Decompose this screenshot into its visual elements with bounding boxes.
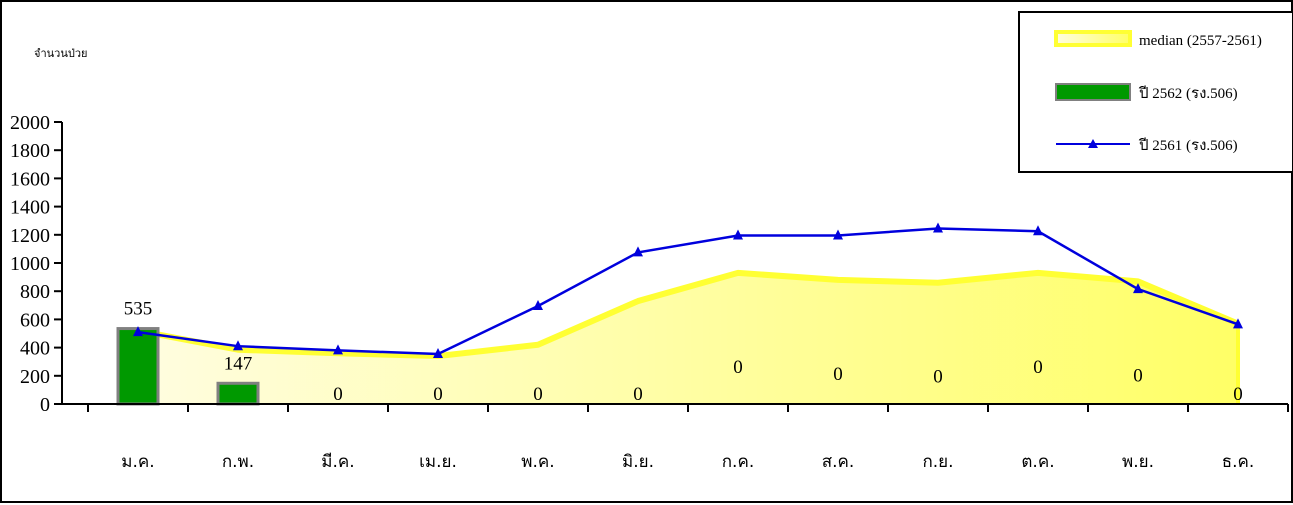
y-tick-label: 2000	[10, 112, 50, 134]
bar-2562-data-label: 0	[733, 357, 743, 378]
line-2561-marker	[433, 347, 443, 358]
x-tick-label: พ.ค.	[521, 452, 554, 472]
y-axis-title: จำนวนป่วย	[34, 47, 87, 60]
y-tick-label: 1000	[10, 253, 50, 275]
line-2561-marker	[233, 340, 243, 351]
line-2561-marker	[833, 229, 843, 240]
bar-2562-data-label: 0	[833, 364, 843, 385]
y-tick-label: 1600	[10, 168, 50, 190]
y-tick-label: 200	[20, 366, 50, 388]
x-tick-label: เม.ย.	[419, 452, 457, 472]
x-tick-label: มี.ค.	[321, 452, 354, 472]
y-tick-label: 800	[20, 281, 50, 303]
line-2561-marker	[1133, 283, 1143, 294]
x-tick-label: ส.ค.	[822, 452, 855, 472]
line-2561-marker	[933, 222, 943, 233]
legend-marker-2561	[1088, 139, 1098, 148]
y-tick-label: 600	[20, 309, 50, 331]
x-tick-label: ต.ค.	[1021, 452, 1054, 472]
legend-swatch-median	[1054, 30, 1132, 47]
y-tick-label: 0	[40, 394, 50, 416]
line-2561-marker	[133, 326, 143, 337]
x-tick-label: ก.ค.	[722, 452, 754, 472]
x-tick-label: มิ.ย.	[622, 452, 654, 472]
line-2561-marker	[333, 344, 343, 355]
bar-2562-data-label: 0	[633, 384, 643, 405]
data-label-layer: 535 147 0 0 0 0 0 0 0 0 0 0	[124, 299, 1243, 405]
legend-label-2562: ปี 2562 (รง.506)	[1138, 85, 1238, 102]
median-area-edge	[137, 269, 1240, 360]
bar-2562-data-label: 147	[224, 353, 253, 374]
bar-2562	[216, 381, 260, 406]
legend-label-median: median (2557-2561)	[1139, 33, 1262, 49]
x-tick-label: พ.ย.	[1122, 452, 1154, 472]
line-2561-marker	[533, 300, 543, 311]
line-layer	[133, 222, 1243, 358]
line-2561-marker	[1033, 225, 1043, 236]
line-2561	[137, 227, 1239, 356]
legend: median (2557-2561) ปี 2562 (รง.506) ปี 2…	[1018, 11, 1293, 173]
axis-layer: 0 200 400 600 800 1000 1200 1400 1600 1800 2000 ม.ค…	[10, 112, 1289, 472]
legend-label-2561: ปี 2561 (รง.506)	[1138, 137, 1238, 154]
x-tick-label: ม.ค.	[121, 452, 154, 472]
line-2561-marker	[1233, 318, 1243, 329]
legend-swatch-2562	[1055, 83, 1131, 101]
y-tick-label: 1400	[10, 197, 50, 219]
y-tick-label: 1800	[10, 140, 50, 162]
bar-2562-data-label: 0	[433, 384, 443, 405]
bar-2562-data-label: 0	[1133, 365, 1143, 386]
y-tick-label: 400	[20, 338, 50, 360]
bar-2562-data-label: 0	[1233, 384, 1243, 405]
x-tick-label: ก.ย.	[922, 452, 953, 472]
line-2561-marker	[733, 229, 743, 240]
x-tick-label: ธ.ค.	[1222, 452, 1255, 472]
median-area-layer	[136, 269, 1240, 404]
median-area-fill	[138, 272, 1238, 404]
bar-2562-data-label: 0	[1033, 357, 1043, 378]
bar-2562-data-label: 535	[124, 299, 153, 320]
bar-2562-data-label: 0	[533, 384, 543, 405]
x-tick-label: ก.พ.	[222, 452, 254, 472]
bar-2562-data-label: 0	[333, 384, 343, 405]
line-2561-marker	[633, 246, 643, 257]
y-tick-label: 1200	[10, 225, 50, 247]
bar-2562	[116, 327, 160, 406]
bar-2562-data-label: 0	[933, 367, 943, 388]
